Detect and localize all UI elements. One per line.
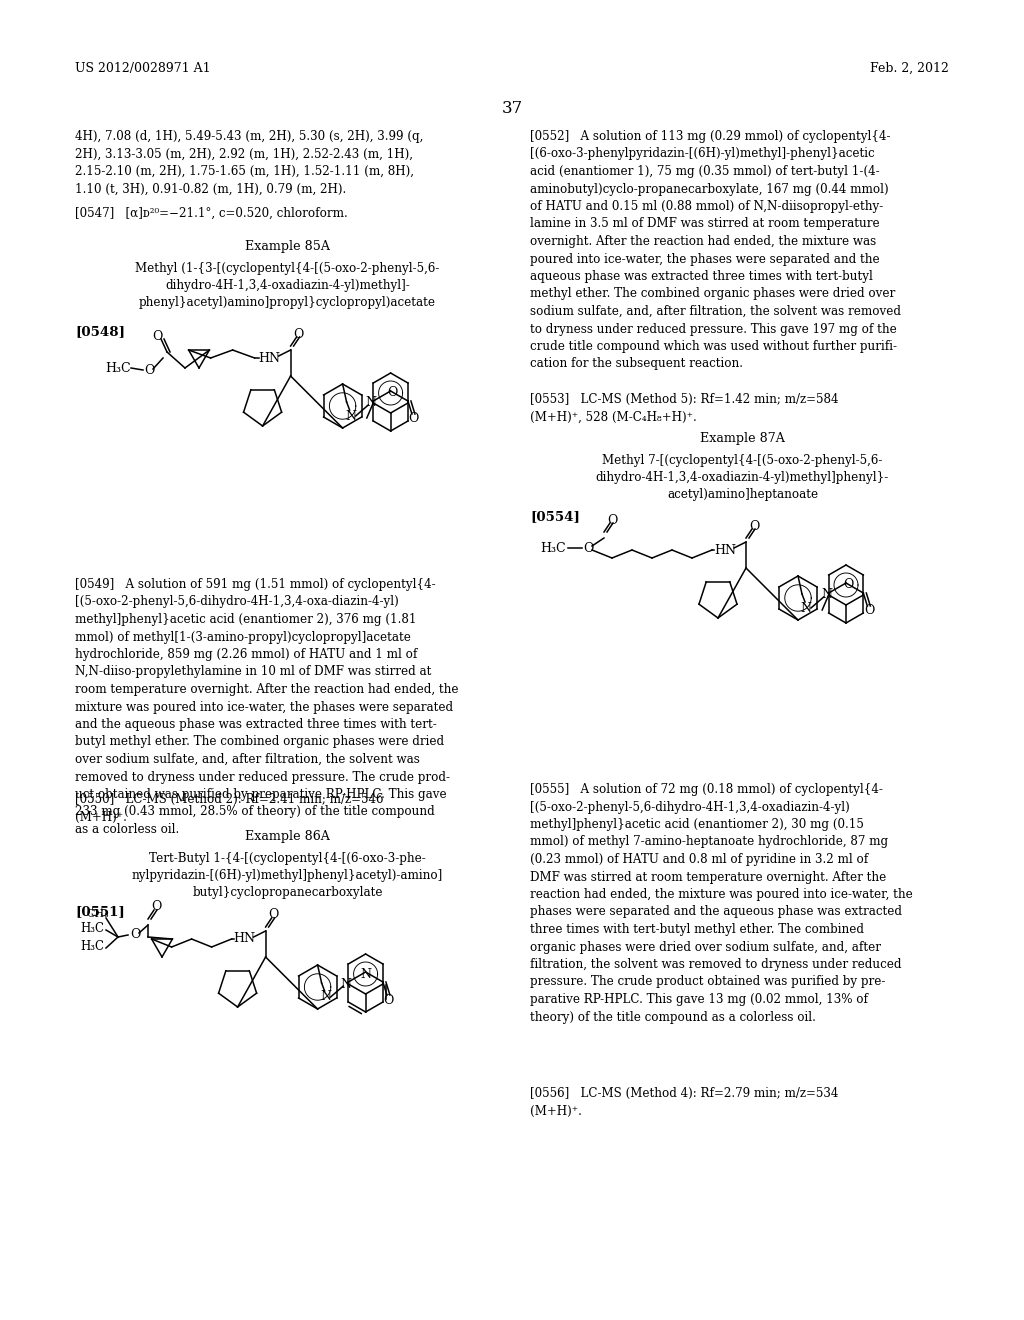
Text: [0551]: [0551] (75, 906, 125, 917)
Text: [0555]   A solution of 72 mg (0.18 mmol) of cyclopentyl{4-
[(5-oxo-2-phenyl-5,6-: [0555] A solution of 72 mg (0.18 mmol) o… (530, 783, 912, 1023)
Text: 4H), 7.08 (d, 1H), 5.49-5.43 (m, 2H), 5.30 (s, 2H), 3.99 (q,
2H), 3.13-3.05 (m, : 4H), 7.08 (d, 1H), 5.49-5.43 (m, 2H), 5.… (75, 129, 423, 195)
Text: O: O (607, 513, 617, 527)
Text: O: O (749, 520, 759, 532)
Text: O: O (864, 605, 874, 618)
Text: O: O (268, 908, 279, 921)
Text: Tert-Butyl 1-{4-[(cyclopentyl{4-[(6-oxo-3-phe-
nylpyridazin-[(6H)-yl)methyl]phen: Tert-Butyl 1-{4-[(cyclopentyl{4-[(6-oxo-… (132, 851, 443, 899)
Text: O: O (294, 327, 304, 341)
Text: O: O (843, 578, 853, 591)
Text: H₃C: H₃C (105, 362, 131, 375)
Text: [0553]   LC-MS (Method 5): Rf=1.42 min; m/z=584
(M+H)⁺, 528 (M-C₄H₈+H)⁺.: [0553] LC-MS (Method 5): Rf=1.42 min; m/… (530, 393, 839, 424)
Text: H₃C: H₃C (540, 541, 565, 554)
Text: Methyl (1-{3-[(cyclopentyl{4-[(5-oxo-2-phenyl-5,6-
dihydro-4H-1,3,4-oxadiazin-4-: Methyl (1-{3-[(cyclopentyl{4-[(5-oxo-2-p… (135, 261, 439, 309)
Text: [0549]   A solution of 591 mg (1.51 mmol) of cyclopentyl{4-
[(5-oxo-2-phenyl-5,6: [0549] A solution of 591 mg (1.51 mmol) … (75, 578, 459, 836)
Text: CH₃: CH₃ (87, 909, 110, 919)
Text: N: N (341, 978, 352, 990)
Text: N: N (821, 589, 833, 602)
Text: H₃C: H₃C (80, 921, 104, 935)
Text: [0550]   LC-MS (Method 2): Rf=2.41 min; m/z=546
(M+H)⁺.: [0550] LC-MS (Method 2): Rf=2.41 min; m/… (75, 793, 384, 824)
Text: [0548]: [0548] (75, 325, 125, 338)
Text: N: N (801, 602, 811, 615)
Text: US 2012/0028971 A1: US 2012/0028971 A1 (75, 62, 211, 75)
Text: Example 86A: Example 86A (245, 830, 330, 843)
Text: O: O (152, 330, 162, 342)
Text: O: O (387, 387, 397, 400)
Text: O: O (583, 541, 593, 554)
Text: O: O (384, 994, 394, 1006)
Text: Example 85A: Example 85A (245, 240, 330, 253)
Text: N: N (321, 990, 331, 1003)
Text: [0547]   [α]ᴅ²⁰=−21.1°, c=0.520, chloroform.: [0547] [α]ᴅ²⁰=−21.1°, c=0.520, chlorofor… (75, 207, 348, 220)
Text: N: N (366, 396, 377, 409)
Text: 37: 37 (502, 100, 522, 117)
Text: N: N (360, 968, 371, 981)
Text: N: N (345, 409, 356, 422)
Text: [0554]: [0554] (530, 510, 580, 523)
Text: [0556]   LC-MS (Method 4): Rf=2.79 min; m/z=534
(M+H)⁺.: [0556] LC-MS (Method 4): Rf=2.79 min; m/… (530, 1086, 839, 1118)
Text: O: O (409, 412, 419, 425)
Text: HN: HN (259, 351, 281, 364)
Text: H₃C: H₃C (80, 940, 104, 953)
Text: O: O (144, 363, 155, 376)
Text: Feb. 2, 2012: Feb. 2, 2012 (870, 62, 949, 75)
Text: HN: HN (714, 544, 736, 557)
Text: Methyl 7-[(cyclopentyl{4-[(5-oxo-2-phenyl-5,6-
dihydro-4H-1,3,4-oxadiazin-4-yl)m: Methyl 7-[(cyclopentyl{4-[(5-oxo-2-pheny… (596, 454, 889, 502)
Text: O: O (130, 928, 140, 941)
Text: O: O (151, 900, 161, 913)
Text: HN: HN (233, 932, 256, 945)
Text: Example 87A: Example 87A (700, 432, 785, 445)
Text: [0552]   A solution of 113 mg (0.29 mmol) of cyclopentyl{4-
[(6-oxo-3-phenylpyri: [0552] A solution of 113 mg (0.29 mmol) … (530, 129, 901, 371)
